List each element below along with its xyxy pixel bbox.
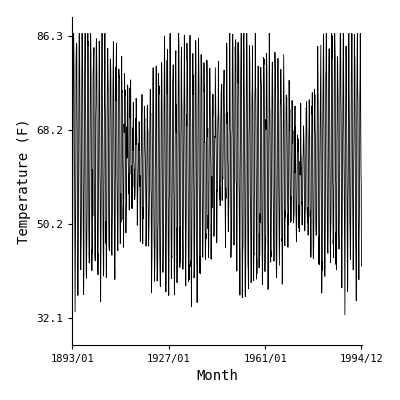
X-axis label: Month: Month: [196, 369, 238, 383]
Y-axis label: Temperature (F): Temperature (F): [17, 118, 31, 244]
